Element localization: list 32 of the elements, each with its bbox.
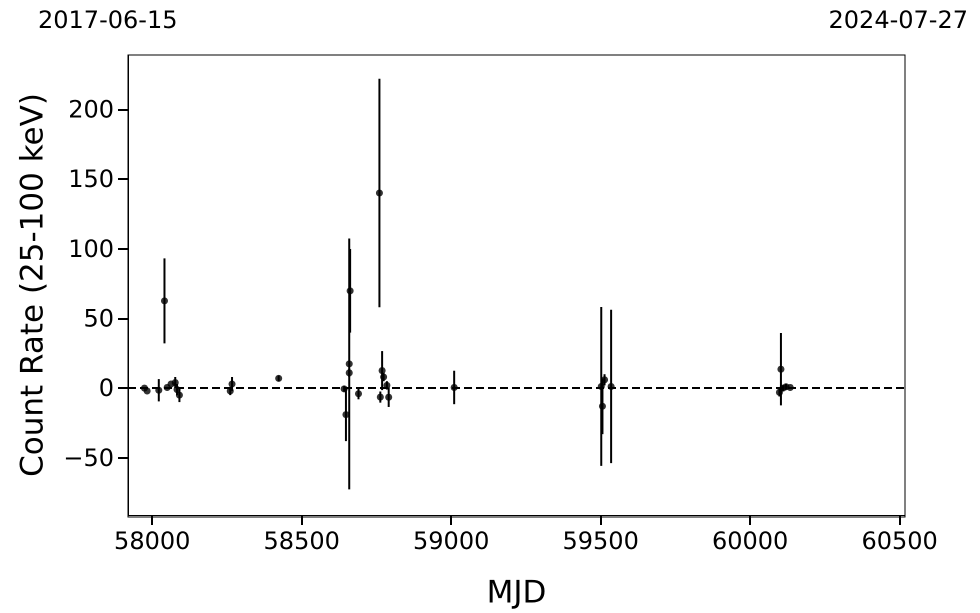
point (172, 379, 179, 386)
point (376, 190, 383, 196)
text: 2017-06-15 (38, 6, 178, 34)
x-tick-label: 59000 (412, 527, 490, 555)
x-tick-label: 60000 (712, 527, 788, 555)
point (275, 374, 282, 382)
x-tick-label: 59500 (562, 527, 639, 555)
point (346, 287, 354, 294)
y-tick-label: 0 (98, 374, 114, 402)
x-axis-title: MJD (486, 574, 546, 610)
point (160, 297, 168, 304)
point (777, 366, 784, 373)
x-tick-label: 58000 (114, 527, 190, 555)
point (228, 380, 236, 388)
point (346, 369, 353, 376)
point (176, 392, 183, 399)
y-tick-label: 50 (83, 304, 114, 332)
text: 2024-07-27 (828, 6, 968, 34)
point (385, 394, 392, 401)
y-axis-title: Count Rate (25-100 keV) (14, 93, 50, 477)
point (378, 367, 386, 374)
point (355, 390, 362, 398)
point (601, 376, 608, 384)
y-tick-label: 200 (68, 95, 114, 124)
y-tick-label: −50 (63, 444, 114, 472)
x-tick-label: 60500 (861, 527, 938, 555)
point (342, 411, 350, 418)
x-tick-label: 58500 (264, 527, 340, 555)
y-tick-label: 150 (68, 165, 114, 194)
y-tick-label: 100 (68, 234, 114, 263)
point (598, 402, 606, 410)
point (346, 360, 353, 368)
